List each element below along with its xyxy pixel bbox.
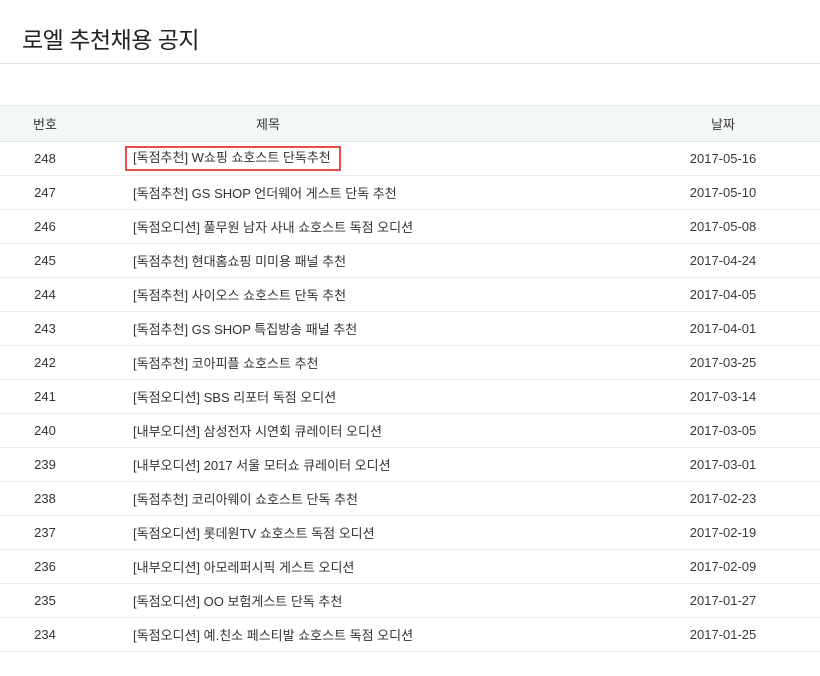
row-title-cell: [독점추천] 사이오스 쇼호스트 단독 추천 <box>90 285 626 304</box>
table-row[interactable]: 247 [독점추천] GS SHOP 언더웨어 게스트 단독 추천 2017-05-… <box>0 176 820 210</box>
row-date: 2017-01-27 <box>689 593 757 608</box>
row-date: 2017-02-09 <box>689 559 757 574</box>
row-number: 244 <box>34 287 56 302</box>
table-row[interactable]: 234 [독점오디션] 예.친소 페스티발 쇼호스트 독점 오디션 2017-01-… <box>0 618 820 652</box>
row-title-cell: [독점추천] 코리아웨이 쇼호스트 단독 추천 <box>90 489 626 508</box>
table-row[interactable]: 246 [독점오디션] 풀무원 남자 사내 쇼호스트 독점 오디션 2017-05-… <box>0 210 820 244</box>
row-title-link[interactable]: [독점추천] GS SHOP 특집방송 패널 추천 <box>133 322 358 337</box>
table-row[interactable]: 238 [독점추천] 코리아웨이 쇼호스트 단독 추천 2017-02-23 <box>0 482 820 516</box>
table-row[interactable]: 244 [독점추천] 사이오스 쇼호스트 단독 추천 2017-04-05 <box>0 278 820 312</box>
page-title: 로엘 추천채용 공지 <box>22 27 200 53</box>
row-date: 2017-03-14 <box>689 389 757 404</box>
row-number: 241 <box>34 389 56 404</box>
row-date: 2017-04-01 <box>689 321 757 336</box>
row-number: 245 <box>34 253 56 268</box>
row-title-cell: [내부오디션] 삼성전자 시연회 큐레이터 오디션 <box>90 421 626 440</box>
table-row[interactable]: 241 [독점오디션] SBS 리포터 독점 오디션 2017-03-14 <box>0 380 820 414</box>
table-row[interactable]: 240 [내부오디션] 삼성전자 시연회 큐레이터 오디션 2017-03-05 <box>0 414 820 448</box>
row-date: 2017-02-23 <box>689 491 757 506</box>
row-number: 239 <box>34 457 56 472</box>
row-number: 238 <box>34 491 56 506</box>
row-title-link-highlighted[interactable]: [독점추천] W쇼핑 쇼호스트 단독추천 <box>125 146 341 171</box>
row-number: 247 <box>34 185 56 200</box>
row-title-cell: [독점추천] GS SHOP 언더웨어 게스트 단독 추천 <box>90 183 626 202</box>
row-title-cell: [독점오디션] OO 보험게스트 단독 추천 <box>90 591 626 610</box>
table-row[interactable]: 239 [내부오디션] 2017 서울 모터쇼 큐레이터 오디션 2017-03-0… <box>0 448 820 482</box>
row-number: 246 <box>34 219 56 234</box>
row-number: 240 <box>34 423 56 438</box>
row-title-cell: [내부오디션] 아모레퍼시픽 게스트 오디션 <box>90 557 626 576</box>
header-title: 제목 <box>256 117 280 132</box>
row-number: 242 <box>34 355 56 370</box>
row-date: 2017-01-25 <box>689 627 757 642</box>
row-title-cell: [독점오디션] 롯데원TV 쇼호스트 독점 오디션 <box>90 523 626 542</box>
table-row[interactable]: 248 [독점추천] W쇼핑 쇼호스트 단독추천 2017-05-16 <box>0 142 820 176</box>
row-date: 2017-02-19 <box>689 525 757 540</box>
row-title-cell: [독점오디션] 풀무원 남자 사내 쇼호스트 독점 오디션 <box>90 217 626 236</box>
row-title-link[interactable]: [독점추천] GS SHOP 언더웨어 게스트 단독 추천 <box>133 186 397 201</box>
table-header-row: 번호 제목 날짜 <box>0 105 820 142</box>
row-title-link[interactable]: [독점오디션] 롯데원TV 쇼호스트 독점 오디션 <box>133 526 375 541</box>
row-title-link[interactable]: [독점오디션] SBS 리포터 독점 오디션 <box>133 390 337 405</box>
row-title-link[interactable]: [독점추천] 코아피플 쇼호스트 추천 <box>133 356 319 371</box>
row-title-link[interactable]: [독점추천] 현대홈쇼핑 미미용 패널 추천 <box>133 254 347 269</box>
row-title-link[interactable]: [독점추천] 사이오스 쇼호스트 단독 추천 <box>133 288 347 303</box>
table-row[interactable]: 242 [독점추천] 코아피플 쇼호스트 추천 2017-03-25 <box>0 346 820 380</box>
table-body: 248 [독점추천] W쇼핑 쇼호스트 단독추천 2017-05-16 247 [독점추… <box>0 142 820 652</box>
row-date: 2017-04-05 <box>689 287 757 302</box>
table-row[interactable]: 237 [독점오디션] 롯데원TV 쇼호스트 독점 오디션 2017-02-19 <box>0 516 820 550</box>
row-title-link[interactable]: [내부오디션] 2017 서울 모터쇼 큐레이터 오디션 <box>133 458 391 473</box>
row-title-cell: [독점오디션] SBS 리포터 독점 오디션 <box>90 387 626 406</box>
title-divider <box>0 63 820 64</box>
row-title-link[interactable]: [독점추천] 코리아웨이 쇼호스트 단독 추천 <box>133 492 358 507</box>
row-title-link[interactable]: [내부오디션] 아모레퍼시픽 게스트 오디션 <box>133 560 355 575</box>
row-title-cell: [내부오디션] 2017 서울 모터쇼 큐레이터 오디션 <box>90 455 626 474</box>
header-number: 번호 <box>33 117 57 132</box>
row-date: 2017-03-01 <box>689 457 757 472</box>
row-date: 2017-04-24 <box>689 253 757 268</box>
row-date: 2017-03-25 <box>689 355 757 370</box>
row-title-link[interactable]: [독점오디션] 풀무원 남자 사내 쇼호스트 독점 오디션 <box>133 220 414 235</box>
row-number: 236 <box>34 559 56 574</box>
notice-table: 번호 제목 날짜 248 [독점추천] W쇼핑 쇼호스트 단독추천 2017-05-… <box>0 105 820 652</box>
row-date: 2017-05-08 <box>689 219 757 234</box>
row-date: 2017-05-16 <box>689 151 757 166</box>
table-row[interactable]: 243 [독점추천] GS SHOP 특집방송 패널 추천 2017-04-01 <box>0 312 820 346</box>
row-title-cell: [독점추천] 코아피플 쇼호스트 추천 <box>90 353 626 372</box>
table-row[interactable]: 245 [독점추천] 현대홈쇼핑 미미용 패널 추천 2017-04-24 <box>0 244 820 278</box>
row-number: 248 <box>34 151 56 166</box>
row-title-cell: [독점오디션] 예.친소 페스티발 쇼호스트 독점 오디션 <box>90 625 626 644</box>
row-number: 243 <box>34 321 56 336</box>
row-date: 2017-05-10 <box>689 185 757 200</box>
row-number: 237 <box>34 525 56 540</box>
table-row[interactable]: 236 [내부오디션] 아모레퍼시픽 게스트 오디션 2017-02-09 <box>0 550 820 584</box>
row-number: 235 <box>34 593 56 608</box>
row-title-link[interactable]: [독점오디션] OO 보험게스트 단독 추천 <box>133 594 343 609</box>
row-title-link[interactable]: [내부오디션] 삼성전자 시연회 큐레이터 오디션 <box>133 424 382 439</box>
row-title-cell: [독점추천] 현대홈쇼핑 미미용 패널 추천 <box>90 251 626 270</box>
row-date: 2017-03-05 <box>689 423 757 438</box>
header-date: 날짜 <box>711 117 735 132</box>
row-title-cell: [독점추천] W쇼핑 쇼호스트 단독추천 <box>90 146 626 171</box>
table-row[interactable]: 235 [독점오디션] OO 보험게스트 단독 추천 2017-01-27 <box>0 584 820 618</box>
row-title-cell: [독점추천] GS SHOP 특집방송 패널 추천 <box>90 319 626 338</box>
row-title-link[interactable]: [독점오디션] 예.친소 페스티발 쇼호스트 독점 오디션 <box>133 628 414 643</box>
row-number: 234 <box>34 627 56 642</box>
